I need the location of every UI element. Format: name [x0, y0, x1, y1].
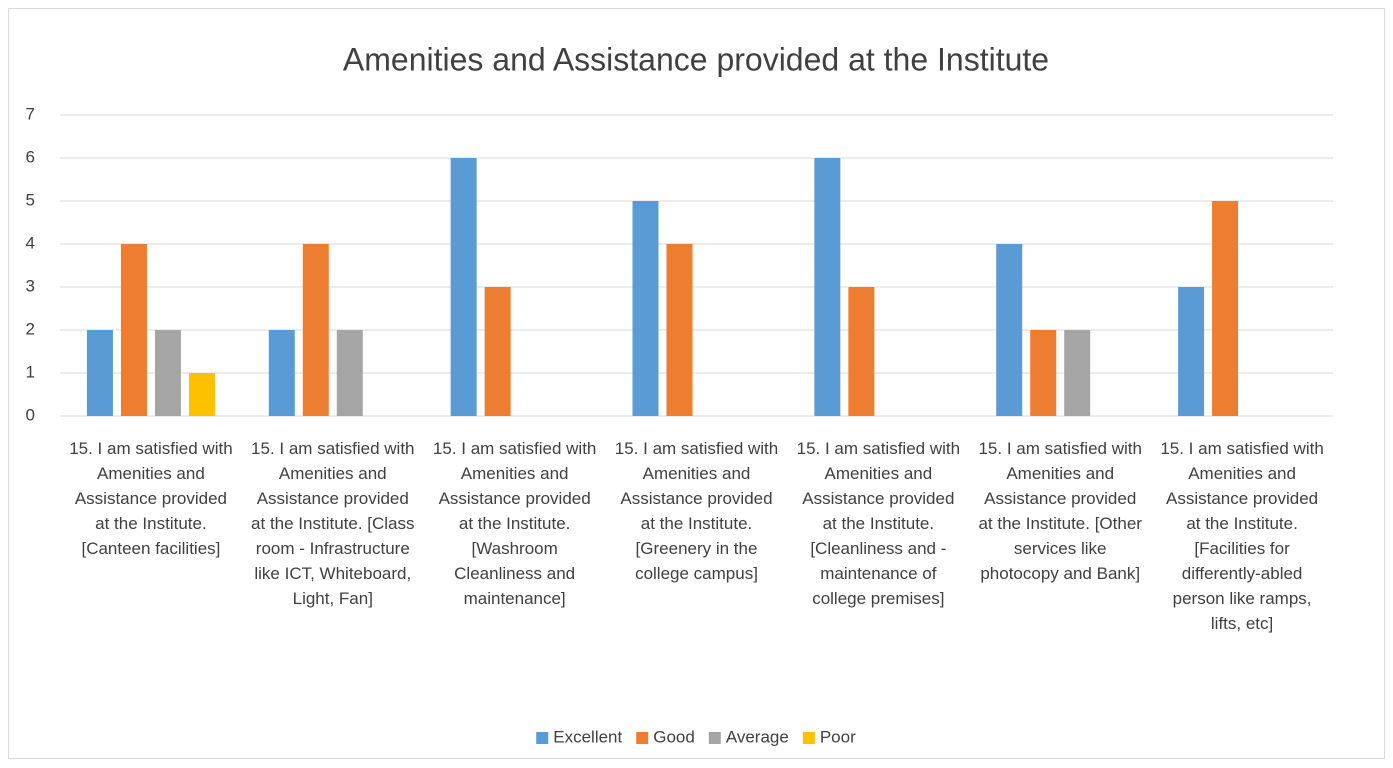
label-line: Amenities and — [97, 464, 205, 483]
x-tick-label: 15. I am satisfied with Amenities and Assi… — [978, 439, 1142, 583]
label-line: [Cleanliness and - — [810, 539, 946, 558]
bar — [120, 244, 147, 416]
chart-title: Amenities and Assistance provided at the… — [343, 41, 1049, 77]
label-line: Light, Fan] — [293, 589, 373, 608]
legend-swatch — [536, 732, 549, 744]
label-line: at the Institute. — [95, 514, 207, 533]
label-line: Assistance provided — [257, 489, 409, 508]
legend-label: Excellent — [553, 727, 622, 746]
label-line: at the Institute. — [459, 514, 571, 533]
bar — [86, 330, 113, 416]
bar — [484, 287, 511, 416]
label-line: like ICT, Whiteboard, — [254, 564, 411, 583]
legend-label: Poor — [820, 727, 856, 746]
bar — [188, 373, 215, 416]
label-line: Assistance provided — [802, 489, 954, 508]
x-tick-label: 15. I am satisfied with Amenities and Assi… — [69, 439, 232, 558]
bar — [848, 287, 875, 416]
label-line: Amenities and — [279, 464, 387, 483]
x-tick-label: 15. I am satisfied with Amenities and Assi… — [1160, 439, 1323, 633]
y-tick-label: 0 — [26, 405, 35, 424]
label-line: Amenities and — [824, 464, 932, 483]
label-line: college premises] — [812, 589, 944, 608]
bar — [1212, 201, 1239, 416]
label-line: 15. I am satisfied with — [69, 439, 232, 458]
y-tick-label: 1 — [26, 362, 35, 381]
label-line: 15. I am satisfied with — [433, 439, 596, 458]
label-line: Amenities and — [1188, 464, 1296, 483]
y-tick-label: 6 — [26, 147, 35, 166]
label-line: [Washroom — [472, 539, 558, 558]
bar — [1064, 330, 1091, 416]
legend-swatch — [802, 732, 815, 744]
x-tick-label: 15. I am satisfied with Amenities and Assi… — [433, 439, 596, 608]
label-line: [Facilities for — [1194, 539, 1290, 558]
x-tick-label: 15. I am satisfied with Amenities and Assi… — [797, 439, 960, 608]
bar — [450, 158, 477, 416]
label-line: services like — [1014, 539, 1107, 558]
label-line: 15. I am satisfied with — [797, 439, 960, 458]
label-line: Assistance provided — [620, 489, 772, 508]
label-line: Assistance provided — [75, 489, 227, 508]
label-line: 15. I am satisfied with — [251, 439, 414, 458]
bar — [814, 158, 841, 416]
label-line: Assistance provided — [1166, 489, 1318, 508]
y-tick-label: 4 — [26, 233, 35, 252]
y-tick-label: 5 — [26, 190, 35, 209]
label-line: Assistance provided — [984, 489, 1136, 508]
legend-swatch — [708, 732, 721, 744]
label-line: maintenance] — [464, 589, 566, 608]
label-line: Amenities and — [643, 464, 751, 483]
label-line: college campus] — [635, 564, 758, 583]
bar — [996, 244, 1023, 416]
bar — [154, 330, 181, 416]
bar — [1178, 287, 1205, 416]
label-line: Cleanliness and — [454, 564, 575, 583]
label-line: Amenities and — [461, 464, 569, 483]
legend-label: Good — [653, 727, 695, 746]
label-line: lifts, etc] — [1211, 614, 1273, 633]
y-tick-label: 2 — [26, 319, 35, 338]
x-tick-label: 15. I am satisfied with Amenities and Assi… — [251, 439, 414, 608]
label-line: [Greenery in the — [636, 539, 758, 558]
x-tick-label: 15. I am satisfied with Amenities and Assi… — [615, 439, 778, 583]
bar — [1030, 330, 1057, 416]
label-line: Amenities and — [1006, 464, 1114, 483]
chart-border — [8, 8, 1385, 759]
label-line: 15. I am satisfied with — [1160, 439, 1323, 458]
y-tick-label: 3 — [26, 276, 35, 295]
label-line: photocopy and Bank] — [980, 564, 1140, 583]
label-line: at the Institute. [Other — [978, 514, 1142, 533]
legend-swatch — [636, 732, 649, 744]
bar — [632, 201, 659, 416]
label-line: maintenance of — [820, 564, 937, 583]
bar — [336, 330, 363, 416]
bar — [302, 244, 329, 416]
bar — [666, 244, 693, 416]
label-line: Assistance provided — [439, 489, 591, 508]
label-line: differently-abled — [1182, 564, 1303, 583]
label-line: person like ramps, — [1173, 589, 1312, 608]
label-line: 15. I am satisfied with — [978, 439, 1141, 458]
bar — [268, 330, 295, 416]
y-tick-label: 7 — [26, 104, 35, 123]
label-line: 15. I am satisfied with — [615, 439, 778, 458]
legend: Excellent Good Average Poor — [536, 727, 856, 746]
label-line: room - Infrastructure — [256, 539, 410, 558]
label-line: [Canteen facilities] — [81, 539, 220, 558]
label-line: at the Institute. [Class — [251, 514, 414, 533]
label-line: at the Institute. — [1186, 514, 1298, 533]
label-line: at the Institute. — [823, 514, 935, 533]
legend-label: Average — [726, 727, 789, 746]
label-line: at the Institute. — [641, 514, 753, 533]
